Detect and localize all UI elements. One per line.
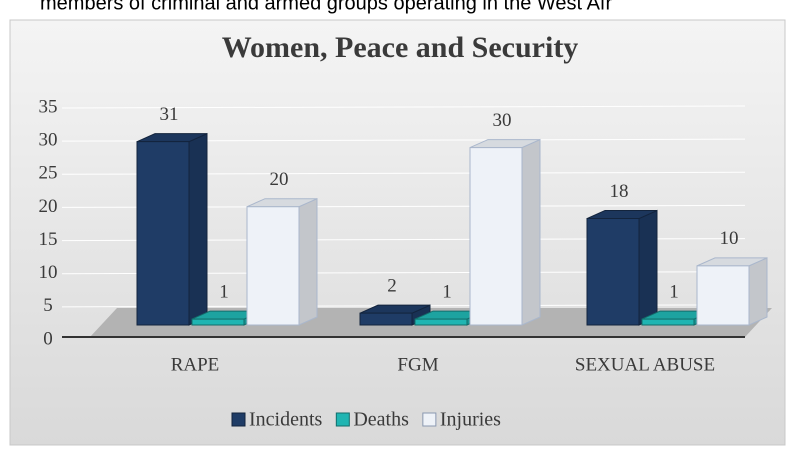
value-label: 30 [493, 110, 512, 131]
y-tick-label: 35 [39, 96, 58, 117]
bar-front [246, 206, 300, 326]
value-label: 18 [610, 181, 629, 202]
bar-front [414, 318, 468, 326]
bar [469, 138, 541, 326]
bar-side [521, 138, 541, 326]
value-label: 1 [219, 281, 229, 302]
bar [641, 310, 713, 326]
bar-side [748, 257, 768, 326]
bar [586, 209, 658, 326]
legend-label: Incidents [249, 409, 323, 431]
bar-front [359, 312, 413, 326]
bar [696, 257, 768, 326]
bar-front [586, 218, 640, 326]
bar-side [638, 209, 658, 326]
y-tick-label: 25 [39, 163, 58, 184]
y-tick-label: 30 [39, 130, 58, 151]
bar-front [136, 141, 190, 326]
bar [246, 197, 318, 326]
legend-label: Deaths [353, 409, 409, 431]
value-label: 20 [270, 169, 289, 190]
grid-line [61, 105, 746, 109]
y-tick-label: 20 [39, 196, 58, 217]
value-label: 2 [387, 276, 397, 297]
x-tick-label: RAPE [171, 354, 220, 375]
y-tick-label: 0 [43, 328, 53, 349]
legend-swatch [422, 412, 437, 427]
value-label: 1 [442, 281, 452, 302]
bar-front [191, 318, 245, 326]
legend-swatch [335, 412, 350, 427]
y-tick-label: 10 [39, 262, 58, 283]
legend-label: Injuries [440, 409, 501, 431]
bar-side [298, 197, 318, 326]
value-label: 10 [720, 228, 739, 249]
bar-side [188, 132, 208, 326]
y-tick-label: 15 [39, 229, 58, 250]
page-text: members of criminal and armed groups ope… [40, 0, 612, 14]
bar-front [696, 265, 750, 326]
bar-front [641, 318, 695, 326]
value-label: 31 [160, 104, 179, 125]
chart-title: Women, Peace and Security [222, 31, 579, 64]
chart-area [9, 19, 786, 446]
bar-front [469, 147, 523, 326]
bar [136, 132, 208, 326]
y-tick-label: 5 [43, 295, 53, 316]
legend-swatch [231, 412, 246, 427]
x-tick-label: FGM [397, 354, 438, 375]
x-tick-label: SEXUAL ABUSE [575, 354, 715, 375]
value-label: 1 [669, 281, 679, 302]
